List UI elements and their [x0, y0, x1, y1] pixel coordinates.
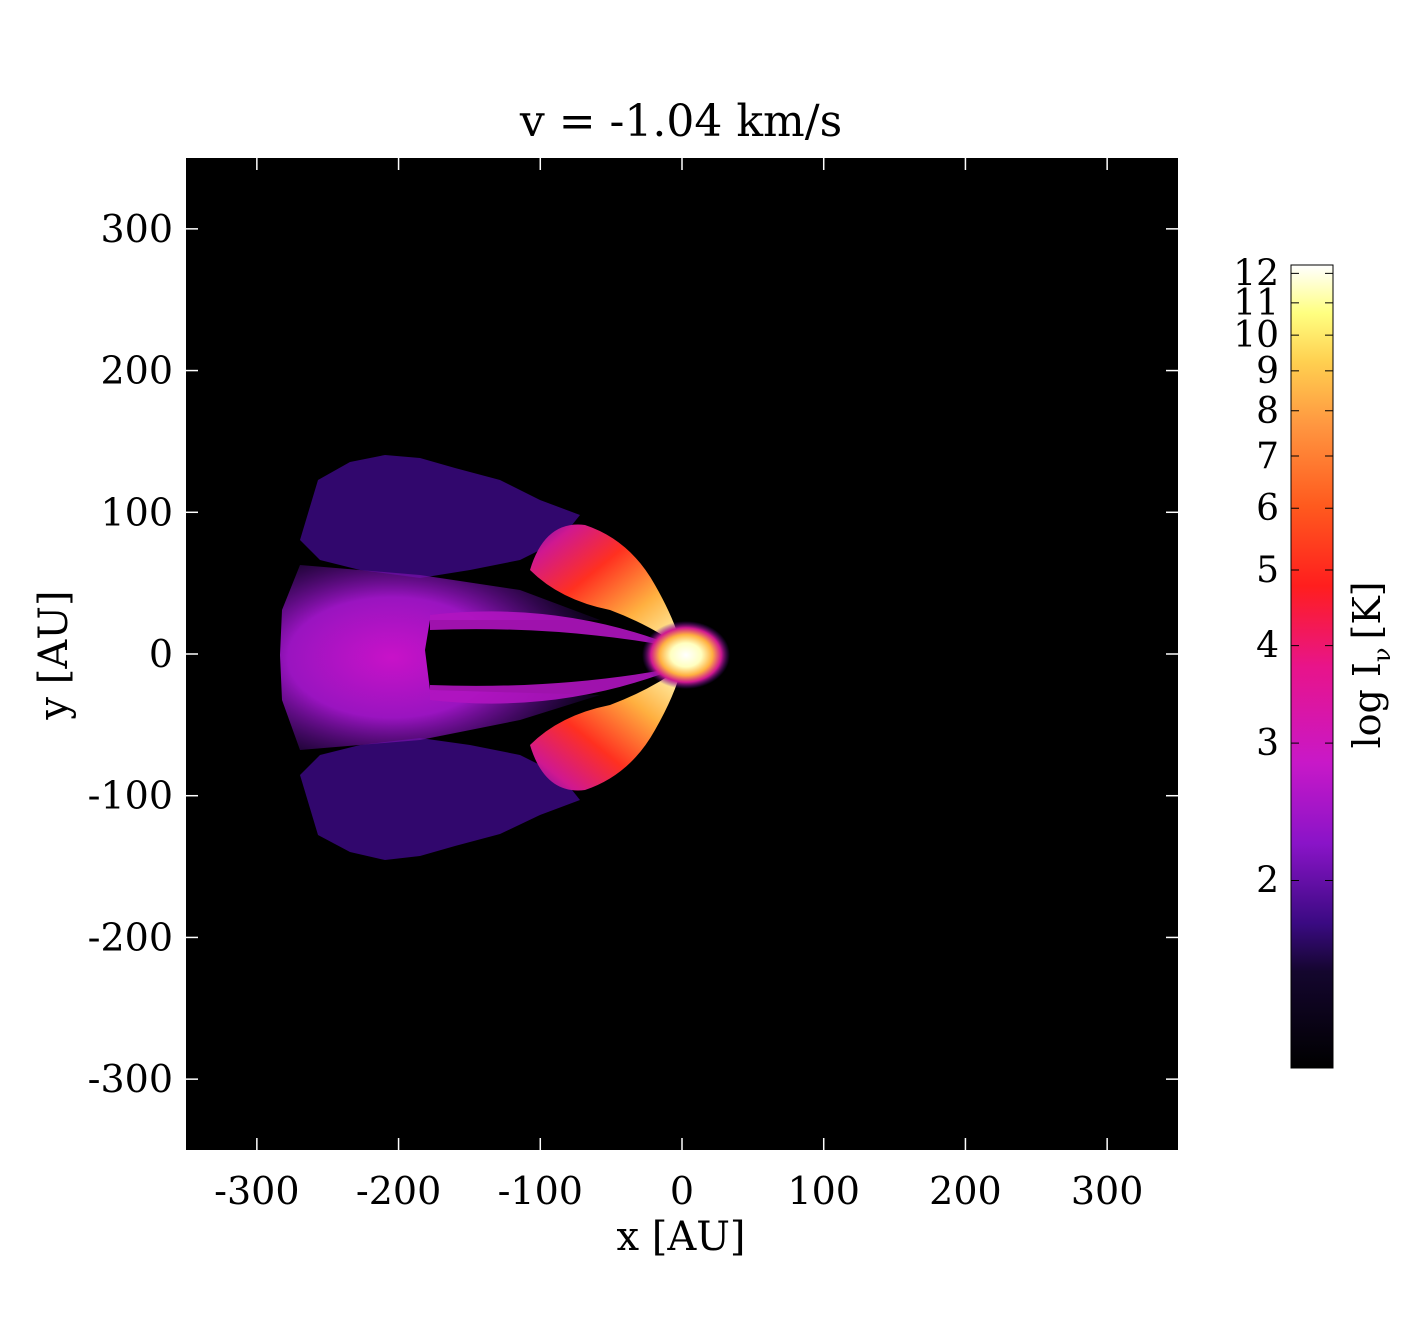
chart-title: v = -1.04 km/s: [519, 96, 842, 147]
colorbar-label-main: log I: [1345, 662, 1389, 748]
y-tick-label: 200: [100, 349, 173, 393]
outer-shell-lower: [300, 738, 580, 860]
x-tick-labels: -300 -200 -100 0 100 200 300: [214, 1169, 1143, 1213]
y-tick-label: -300: [88, 1057, 173, 1101]
colorbar-tick-label: 8: [1256, 391, 1279, 432]
y-tick-label: 100: [100, 490, 173, 534]
x-tick-label: 100: [787, 1169, 860, 1213]
y-tick-label: -100: [88, 774, 173, 818]
plot-area: [186, 158, 1178, 1150]
x-tick-marks: [256, 158, 1108, 1150]
x-tick-label: -300: [214, 1169, 299, 1213]
colorbar-tick-label: 12: [1233, 253, 1279, 294]
x-tick-label: 0: [670, 1169, 694, 1213]
x-tick-label: -200: [356, 1169, 441, 1213]
colorbar-tick-label: 7: [1256, 436, 1279, 477]
x-tick-label: 200: [929, 1169, 1002, 1213]
colorbar-tick-label: 9: [1256, 351, 1279, 392]
colorbar-tick-label: 11: [1233, 283, 1279, 324]
colorbar-tick-label: 5: [1256, 550, 1279, 591]
central-source: [642, 621, 730, 689]
lower-streamer: [430, 667, 680, 704]
colorbar-gradient: [1290, 264, 1334, 1069]
colorbar-tick-label: 2: [1256, 860, 1279, 901]
y-axis-label: y [AU]: [31, 590, 77, 720]
outer-shell-left: [280, 565, 600, 750]
lower-lobe: [530, 667, 682, 791]
colorbar-tick-label: 4: [1256, 626, 1279, 667]
colorbar-tick-label: 10: [1233, 315, 1279, 356]
colorbar-tick-label: 3: [1256, 723, 1279, 764]
colorbar-tick-label: 6: [1256, 488, 1279, 529]
upper-lobe: [530, 524, 682, 648]
colorbar-label-unit: [K]: [1345, 581, 1389, 639]
emission-map: [280, 455, 730, 860]
colorbar-label: log Iν [K]: [1345, 581, 1396, 748]
upper-streamer: [430, 611, 680, 648]
colorbar-label-sub: ν: [1368, 648, 1396, 663]
y-tick-label: 0: [149, 632, 173, 676]
x-tick-label: 300: [1071, 1169, 1144, 1213]
x-tick-label: -100: [498, 1169, 583, 1213]
y-tick-label: -200: [88, 915, 173, 959]
y-tick-marks: [186, 228, 1178, 1080]
y-tick-labels: 300 200 100 0 -100 -200 -300: [88, 207, 173, 1101]
x-axis-label: x [AU]: [616, 1214, 745, 1260]
outer-shell-upper: [300, 455, 580, 578]
y-tick-label: 300: [100, 207, 173, 251]
